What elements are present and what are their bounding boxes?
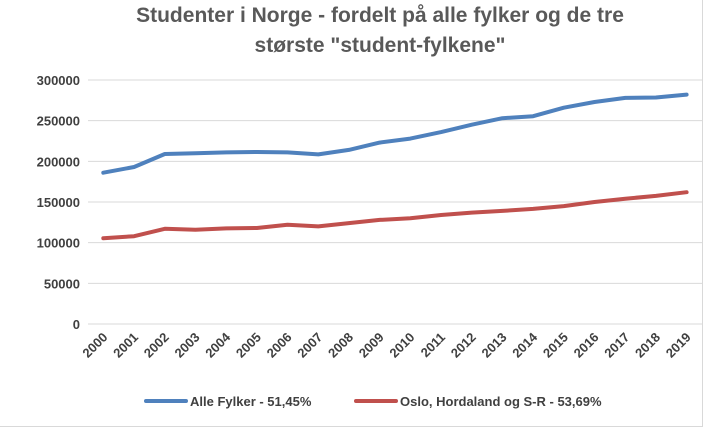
x-tick-label: 2010 xyxy=(386,330,417,361)
chart-title-line-2: største "student-fylkene" xyxy=(255,34,506,57)
x-tick-label: 2008 xyxy=(325,330,356,361)
x-tick-label: 2011 xyxy=(418,330,449,361)
y-axis-tick-labels: 0 50000 100000 150000 200000 250000 300000 xyxy=(37,73,80,332)
x-tick-label: 2001 xyxy=(110,330,141,361)
legend: Alle Fylker - 51,45% Oslo, Hordaland og S… xyxy=(144,394,602,409)
chart-title: Studenter i Norge - fordelt på alle fylk… xyxy=(136,4,624,57)
x-tick-label: 2004 xyxy=(202,329,234,361)
x-tick-label: 2019 xyxy=(663,330,694,361)
x-tick-label: 2012 xyxy=(448,330,479,361)
legend-label-2: Oslo, Hordaland og S-R - 53,69% xyxy=(400,394,602,409)
x-tick-label: 2014 xyxy=(509,329,541,361)
y-tick-label: 100000 xyxy=(37,236,80,251)
x-tick-label: 2013 xyxy=(479,330,510,361)
y-tick-label: 250000 xyxy=(37,114,80,129)
x-tick-label: 2018 xyxy=(632,330,663,361)
y-tick-label: 0 xyxy=(73,317,80,332)
x-tick-label: 2007 xyxy=(294,330,325,361)
y-tick-label: 200000 xyxy=(37,154,80,169)
y-tick-label: 300000 xyxy=(37,73,80,88)
x-tick-label: 2009 xyxy=(356,330,387,361)
legend-label-1: Alle Fylker - 51,45% xyxy=(190,394,312,409)
x-axis-tick-labels: 2000 2001 2002 2003 2004 2005 2006 2007 2008 2009… xyxy=(79,329,693,361)
x-tick-label: 2017 xyxy=(601,330,632,361)
chart-title-line-1: Studenter i Norge - fordelt på alle fylk… xyxy=(136,4,624,27)
series-lines xyxy=(101,92,689,241)
y-tick-label: 50000 xyxy=(44,276,80,291)
series-line-1 xyxy=(101,92,689,175)
chart-frame xyxy=(0,0,703,427)
x-tick-label: 2016 xyxy=(571,330,602,361)
x-tick-label: 2015 xyxy=(540,330,571,361)
x-tick-label: 2000 xyxy=(79,330,110,361)
x-tick-label: 2002 xyxy=(141,330,172,361)
x-tick-label: 2005 xyxy=(233,330,264,361)
y-tick-label: 150000 xyxy=(37,195,80,210)
x-tick-label: 2003 xyxy=(172,330,203,361)
series-line-2 xyxy=(101,190,689,241)
x-tick-label: 2006 xyxy=(264,330,295,361)
